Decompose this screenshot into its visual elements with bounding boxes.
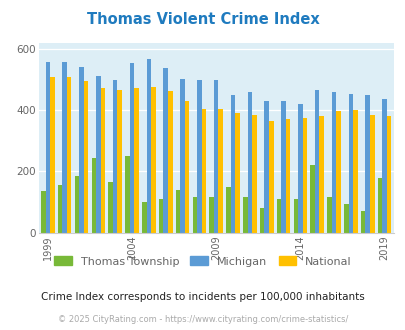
Text: Crime Index corresponds to incidents per 100,000 inhabitants: Crime Index corresponds to incidents per…	[41, 292, 364, 302]
Bar	[369, 115, 374, 233]
Bar	[41, 191, 45, 233]
Bar	[209, 197, 213, 233]
Bar	[326, 197, 331, 233]
Bar	[125, 156, 130, 233]
Bar	[352, 110, 357, 233]
Bar	[382, 99, 386, 233]
Bar	[285, 119, 290, 233]
Bar	[142, 202, 146, 233]
Bar	[269, 121, 273, 233]
Bar	[96, 76, 100, 233]
Bar	[134, 87, 139, 233]
Bar	[108, 182, 113, 233]
Bar	[247, 92, 252, 233]
Bar	[377, 178, 382, 233]
Bar	[58, 185, 62, 233]
Bar	[196, 80, 201, 233]
Bar	[175, 190, 180, 233]
Bar	[75, 176, 79, 233]
Bar	[218, 109, 222, 233]
Bar	[360, 211, 364, 233]
Bar	[192, 197, 196, 233]
Bar	[243, 197, 247, 233]
Bar	[91, 158, 96, 233]
Bar	[226, 187, 230, 233]
Bar	[297, 104, 302, 233]
Bar	[252, 115, 256, 233]
Bar	[201, 109, 206, 233]
Bar	[117, 90, 121, 233]
Legend: Thomas Township, Michigan, National: Thomas Township, Michigan, National	[54, 256, 351, 267]
Bar	[168, 91, 172, 233]
Bar	[259, 208, 264, 233]
Bar	[331, 92, 335, 233]
Bar	[314, 90, 319, 233]
Bar	[184, 101, 189, 233]
Bar	[113, 80, 117, 233]
Bar	[335, 111, 340, 233]
Bar	[100, 87, 105, 233]
Bar	[50, 77, 55, 233]
Bar	[180, 79, 184, 233]
Bar	[130, 63, 134, 233]
Bar	[264, 101, 269, 233]
Bar	[302, 118, 307, 233]
Bar	[83, 81, 88, 233]
Bar	[163, 68, 168, 233]
Bar	[364, 95, 369, 233]
Bar	[67, 77, 71, 233]
Bar	[158, 199, 163, 233]
Bar	[386, 116, 390, 233]
Bar	[343, 204, 348, 233]
Text: Thomas Violent Crime Index: Thomas Violent Crime Index	[86, 12, 319, 26]
Bar	[230, 95, 235, 233]
Bar	[235, 113, 239, 233]
Text: © 2025 CityRating.com - https://www.cityrating.com/crime-statistics/: © 2025 CityRating.com - https://www.city…	[58, 315, 347, 324]
Bar	[310, 165, 314, 233]
Bar	[319, 116, 323, 233]
Bar	[62, 62, 67, 233]
Bar	[151, 87, 155, 233]
Bar	[146, 59, 151, 233]
Bar	[293, 199, 297, 233]
Bar	[79, 67, 83, 233]
Bar	[45, 62, 50, 233]
Bar	[276, 199, 281, 233]
Bar	[281, 101, 285, 233]
Bar	[348, 94, 352, 233]
Bar	[213, 80, 218, 233]
